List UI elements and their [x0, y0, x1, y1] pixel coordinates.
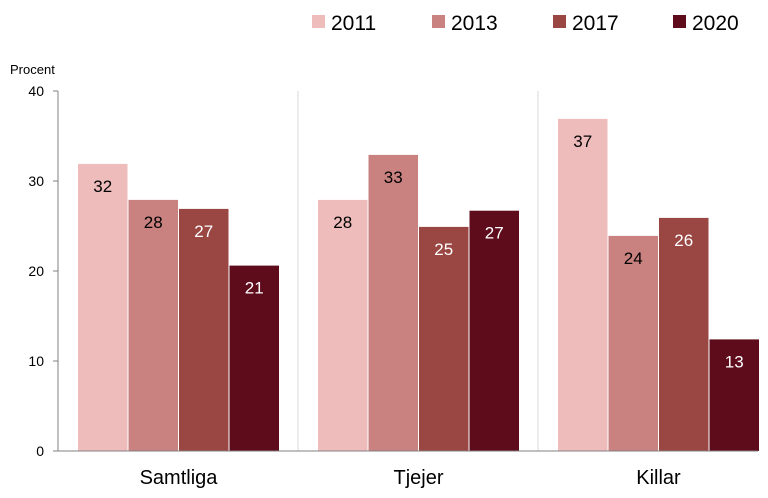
bar — [659, 217, 709, 451]
data-label: 33 — [384, 168, 403, 187]
data-labels: 32 28 37 28 33 24 27 25 26 21 27 13 — [93, 132, 743, 372]
data-label: 26 — [674, 231, 693, 250]
bar — [78, 163, 128, 451]
legend-label: 2017 — [572, 12, 619, 35]
category-separators — [297, 91, 539, 451]
bar — [558, 118, 608, 452]
legend-swatch — [432, 15, 445, 28]
legend-label: 2013 — [451, 12, 498, 35]
x-tick-label: Samtliga — [140, 467, 219, 489]
legend-swatch — [312, 15, 325, 28]
legend-label: 2011 — [331, 12, 376, 35]
legend-swatch — [553, 15, 566, 28]
legend: 2011 2013 2017 2020 — [312, 12, 739, 35]
x-tick-label: Killar — [636, 467, 681, 489]
bar — [709, 339, 759, 451]
data-label: 27 — [485, 224, 504, 243]
data-label: 28 — [144, 213, 163, 232]
bar — [179, 208, 229, 451]
y-tick-label: 30 — [28, 173, 44, 189]
data-label: 32 — [93, 177, 112, 196]
y-tick-label: 10 — [28, 353, 44, 369]
data-label: 13 — [725, 352, 744, 371]
y-tick-label: 20 — [28, 263, 44, 279]
y-axis: 0 10 20 30 40 — [28, 83, 59, 459]
y-axis-label: Procent — [10, 62, 55, 77]
bars — [78, 118, 759, 452]
data-label: 21 — [245, 279, 264, 298]
bar — [608, 235, 658, 451]
data-label: 24 — [624, 249, 643, 268]
legend-swatch — [673, 15, 686, 28]
data-label: 37 — [573, 132, 592, 151]
bar — [128, 199, 178, 451]
bar — [469, 210, 519, 451]
bar — [229, 265, 279, 451]
x-axis: Samtliga Tjejer Killar — [58, 450, 758, 489]
data-label: 25 — [434, 240, 453, 259]
data-label: 27 — [194, 222, 213, 241]
legend-label: 2020 — [692, 12, 739, 35]
bar — [368, 154, 418, 451]
y-tick-label: 0 — [36, 443, 44, 459]
data-label: 28 — [333, 213, 352, 232]
y-tick-label: 40 — [28, 83, 44, 99]
x-tick-label: Tjejer — [393, 467, 443, 489]
bar — [419, 226, 469, 451]
bar — [318, 199, 368, 451]
